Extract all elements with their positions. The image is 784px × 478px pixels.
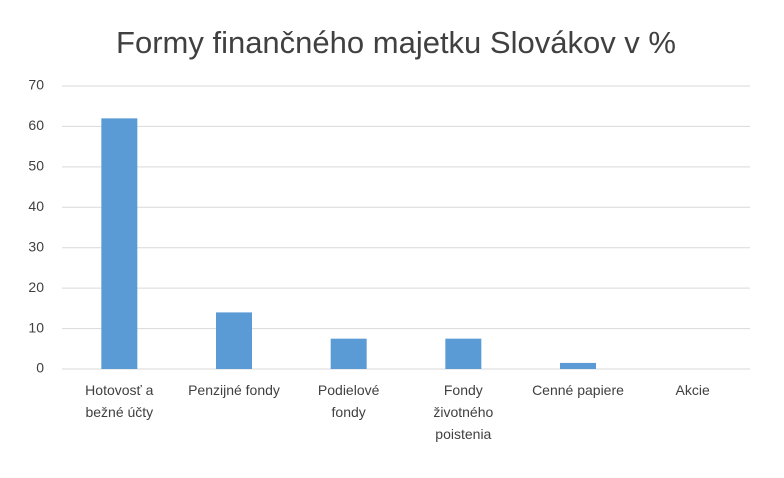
bar: [560, 362, 596, 369]
y-tick-label: 50: [28, 158, 44, 174]
x-tick-label: Hotovosť a bežné účty: [85, 382, 154, 420]
x-tick-label: Podielové fondy: [317, 382, 380, 420]
x-tick-label: Penzijné fondy: [188, 382, 280, 398]
y-tick-label: 20: [28, 279, 44, 295]
x-tick-label: Akcie: [675, 382, 710, 398]
chart-title: Formy finančného majetku Slovákov v %: [116, 25, 676, 60]
bar: [330, 338, 367, 369]
y-tick-label: 60: [28, 117, 44, 133]
bar: [445, 338, 482, 369]
x-tick-label: Fondy životného poistenia: [433, 382, 494, 442]
y-tick-label: 10: [28, 319, 44, 335]
y-tick-label: 70: [28, 77, 44, 93]
y-tick-label: 0: [36, 360, 44, 376]
bar: [216, 312, 252, 369]
bar: [101, 118, 138, 369]
x-tick-label: Cenné papiere: [532, 382, 624, 398]
y-tick-label: 30: [28, 238, 44, 254]
y-tick-label: 40: [28, 198, 44, 214]
